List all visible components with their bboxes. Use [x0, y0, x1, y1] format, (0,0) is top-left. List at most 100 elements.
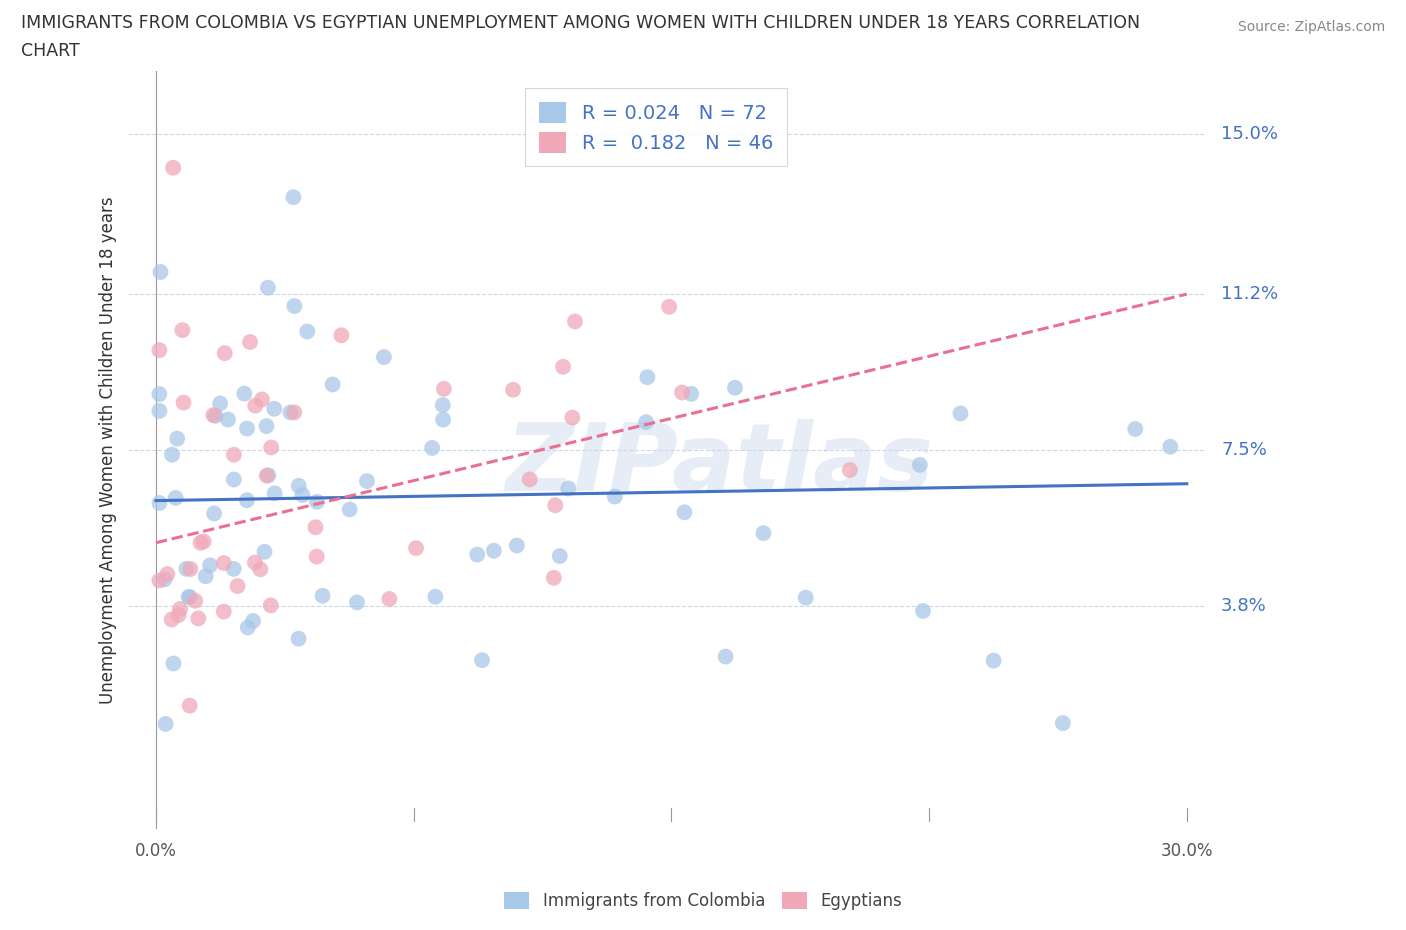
Point [502, 382, 524, 397]
Point [543, 570, 565, 585]
Point [160, 612, 183, 627]
Legend: Immigrants from Colombia, Egyptians: Immigrants from Colombia, Egyptians [498, 885, 908, 917]
Point [471, 653, 494, 668]
Point [148, 342, 170, 357]
Point [911, 604, 934, 618]
Point [283, 299, 305, 313]
Point [838, 462, 860, 477]
Point [190, 536, 212, 551]
Point [212, 604, 235, 619]
Point [263, 402, 285, 417]
Point [1052, 716, 1074, 731]
Point [148, 496, 170, 511]
Point [222, 447, 245, 462]
Point [260, 440, 283, 455]
Point [305, 495, 328, 510]
Point [280, 405, 302, 419]
Point [179, 562, 201, 577]
Text: 11.2%: 11.2% [1222, 286, 1278, 303]
Text: ZIPatlas: ZIPatlas [506, 419, 934, 512]
Point [226, 578, 249, 593]
Point [287, 478, 309, 493]
Point [222, 472, 245, 487]
Point [177, 590, 200, 604]
Point [636, 370, 658, 385]
Point [172, 323, 194, 338]
Point [432, 412, 454, 427]
Point [166, 432, 188, 446]
Point [564, 314, 586, 329]
Point [156, 566, 179, 581]
Point [257, 280, 280, 295]
Y-axis label: Unemployment Among Women with Children Under 18 years: Unemployment Among Women with Children U… [100, 196, 117, 704]
Text: Source: ZipAtlas.com: Source: ZipAtlas.com [1237, 20, 1385, 34]
Point [794, 591, 817, 605]
Point [519, 472, 541, 487]
Point [465, 547, 488, 562]
Point [425, 590, 447, 604]
Point [548, 549, 571, 564]
Point [184, 593, 207, 608]
Point [304, 520, 326, 535]
Point [179, 698, 201, 713]
Legend: R = 0.024   N = 72, R =  0.182   N = 46: R = 0.024 N = 72, R = 0.182 N = 46 [526, 88, 787, 166]
Point [1159, 439, 1181, 454]
Point [283, 405, 305, 419]
Point [242, 614, 264, 629]
Point [908, 458, 931, 472]
Point [202, 506, 225, 521]
Point [148, 404, 170, 418]
Text: 0.0%: 0.0% [135, 842, 177, 860]
Point [681, 387, 703, 402]
Point [239, 335, 262, 350]
Point [233, 386, 256, 401]
Point [551, 359, 574, 374]
Point [561, 410, 583, 425]
Point [236, 620, 259, 635]
Point [283, 190, 305, 205]
Point [214, 346, 236, 361]
Point [236, 493, 259, 508]
Point [658, 299, 681, 314]
Point [198, 558, 221, 573]
Point [263, 486, 285, 501]
Text: 15.0%: 15.0% [1222, 125, 1278, 143]
Point [322, 377, 344, 392]
Point [311, 589, 333, 604]
Point [603, 489, 626, 504]
Point [983, 653, 1005, 668]
Point [724, 380, 747, 395]
Point [506, 538, 529, 553]
Point [420, 441, 443, 456]
Point [671, 385, 693, 400]
Point [256, 468, 278, 483]
Point [165, 490, 187, 505]
Point [148, 387, 170, 402]
Text: IMMIGRANTS FROM COLOMBIA VS EGYPTIAN UNEMPLOYMENT AMONG WOMEN WITH CHILDREN UNDE: IMMIGRANTS FROM COLOMBIA VS EGYPTIAN UNE… [21, 14, 1140, 32]
Text: 30.0%: 30.0% [1160, 842, 1213, 860]
Point [222, 562, 245, 577]
Point [714, 649, 737, 664]
Point [236, 421, 259, 436]
Point [194, 569, 217, 584]
Text: 3.8%: 3.8% [1222, 597, 1267, 615]
Point [253, 544, 276, 559]
Point [204, 408, 226, 423]
Point [346, 595, 368, 610]
Point [155, 716, 177, 731]
Point [179, 590, 201, 604]
Point [162, 656, 184, 671]
Point [209, 396, 232, 411]
Point [217, 412, 239, 427]
Point [949, 406, 972, 421]
Point [173, 395, 195, 410]
Point [153, 572, 176, 587]
Point [1123, 421, 1146, 436]
Point [673, 505, 696, 520]
Point [373, 350, 395, 365]
Point [356, 473, 378, 488]
Point [243, 555, 266, 570]
Point [202, 407, 225, 422]
Point [148, 573, 170, 588]
Point [636, 415, 658, 430]
